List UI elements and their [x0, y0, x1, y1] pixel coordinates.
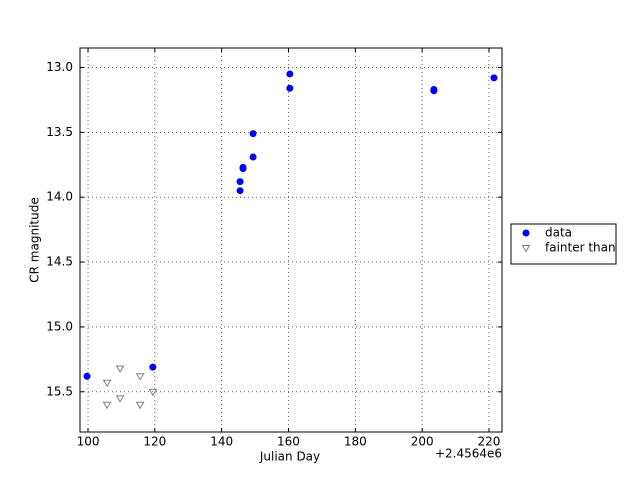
x-tick-label: 180 — [344, 435, 367, 449]
x-tick-label: 100 — [77, 435, 100, 449]
y-tick-label: 13.0 — [46, 60, 73, 74]
x-axis-label: Julian Day — [259, 450, 320, 464]
x-tick-label: 160 — [277, 435, 300, 449]
plot-frame — [79, 47, 503, 433]
legend-marker — [522, 229, 530, 237]
point — [249, 153, 257, 161]
y-tick-label: 13.5 — [46, 125, 73, 139]
x-tick-label: 200 — [411, 435, 434, 449]
legend-label: data — [545, 226, 572, 240]
point — [102, 401, 112, 410]
point — [286, 84, 294, 92]
legend-marker — [521, 245, 531, 253]
point — [115, 365, 125, 373]
point — [149, 363, 157, 371]
y-axis-label: CR magnitude — [28, 197, 42, 282]
point — [135, 401, 145, 410]
point — [236, 178, 244, 186]
point — [148, 388, 158, 397]
point — [490, 74, 498, 82]
point — [135, 373, 145, 381]
x-tick-label: 140 — [210, 435, 233, 449]
y-tick-label: 14.0 — [46, 190, 73, 204]
legend-label: fainter than — [545, 241, 616, 255]
point — [115, 395, 125, 403]
point — [286, 70, 294, 78]
x-tick-label: 220 — [478, 435, 501, 449]
point — [239, 165, 247, 173]
point — [430, 87, 438, 95]
y-tick-label: 14.5 — [46, 255, 73, 269]
y-tick-label: 15.0 — [46, 319, 73, 333]
x-tick-label: 120 — [143, 435, 166, 449]
y-tick-label: 15.5 — [46, 384, 73, 398]
point — [102, 379, 112, 388]
point — [249, 130, 257, 138]
point — [236, 187, 244, 195]
point — [83, 372, 91, 380]
x-offset-label: +2.4564e6 — [435, 447, 502, 461]
